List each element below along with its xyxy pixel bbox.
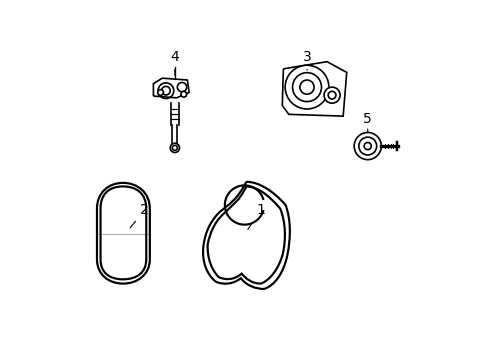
Circle shape [162,86,170,95]
Circle shape [158,83,173,99]
Circle shape [353,132,381,159]
Circle shape [181,91,186,97]
Circle shape [157,90,163,95]
Circle shape [324,87,340,103]
Text: 5: 5 [363,112,371,132]
Text: 3: 3 [302,50,311,70]
Circle shape [285,65,328,109]
Text: 2: 2 [130,203,148,228]
Circle shape [292,73,321,102]
Circle shape [172,145,177,150]
Text: 1: 1 [247,203,264,229]
Circle shape [170,143,179,153]
Circle shape [177,82,186,92]
Circle shape [327,91,335,99]
Circle shape [299,80,313,94]
Text: 4: 4 [170,50,179,75]
Circle shape [358,137,376,155]
Circle shape [364,143,370,150]
